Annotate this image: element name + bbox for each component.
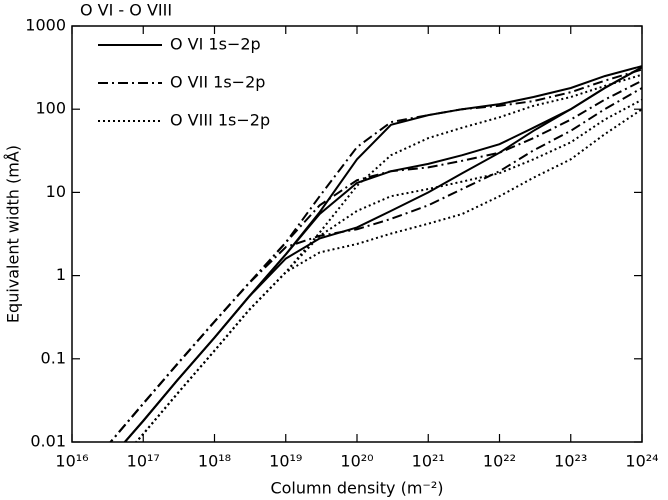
x-tick-label: 10¹⁹ <box>269 452 302 471</box>
x-tick-label: 10²¹ <box>412 452 445 471</box>
y-axis-label: Equivalent width (mÅ) <box>4 145 23 323</box>
x-tick-label: 10²² <box>483 452 516 471</box>
y-tick-label: 0.1 <box>41 348 66 367</box>
plot-frame <box>71 25 643 443</box>
plot-area <box>109 65 642 442</box>
x-tick-label: 10¹⁷ <box>127 452 160 471</box>
x-tick-label: 10¹⁶ <box>55 452 88 471</box>
curve <box>123 65 642 442</box>
curve <box>134 73 642 442</box>
x-tick-label: 10²⁴ <box>625 452 658 471</box>
y-tick-label: 1 <box>56 265 66 284</box>
x-tick-label: 10¹⁸ <box>198 452 231 471</box>
y-tick-label: 1000 <box>25 16 66 35</box>
legend-label: O VIII 1s−2p <box>170 111 270 130</box>
legend-label: O VII 1s−2p <box>170 73 265 92</box>
legend-label: O VI 1s−2p <box>170 35 261 54</box>
chart-title: O VI - O VIII <box>80 1 172 20</box>
x-tick-label: 10²³ <box>554 452 587 471</box>
curve <box>134 108 642 442</box>
y-tick-label: 100 <box>35 99 66 118</box>
y-tick-label: 0.01 <box>30 432 66 451</box>
x-tick-label: 10²⁰ <box>340 452 373 471</box>
curve <box>109 79 642 442</box>
curve <box>134 98 642 442</box>
y-tick-label: 10 <box>46 182 66 201</box>
x-axis-label: Column density (m⁻²) <box>270 479 443 498</box>
curve <box>109 87 642 442</box>
